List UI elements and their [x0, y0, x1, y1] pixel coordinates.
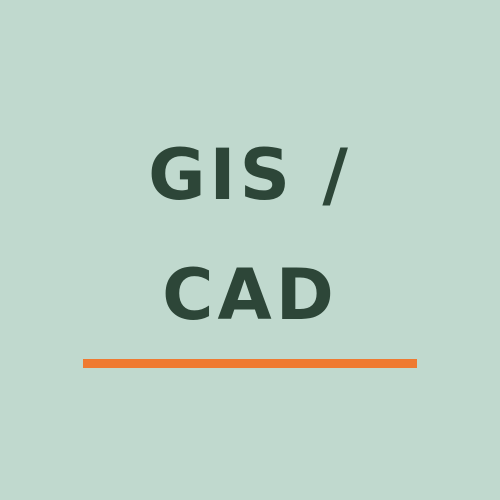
- accent-underline: [83, 359, 417, 368]
- title-line-1: GIS /: [148, 134, 352, 216]
- title-line-2: CAD: [162, 254, 338, 336]
